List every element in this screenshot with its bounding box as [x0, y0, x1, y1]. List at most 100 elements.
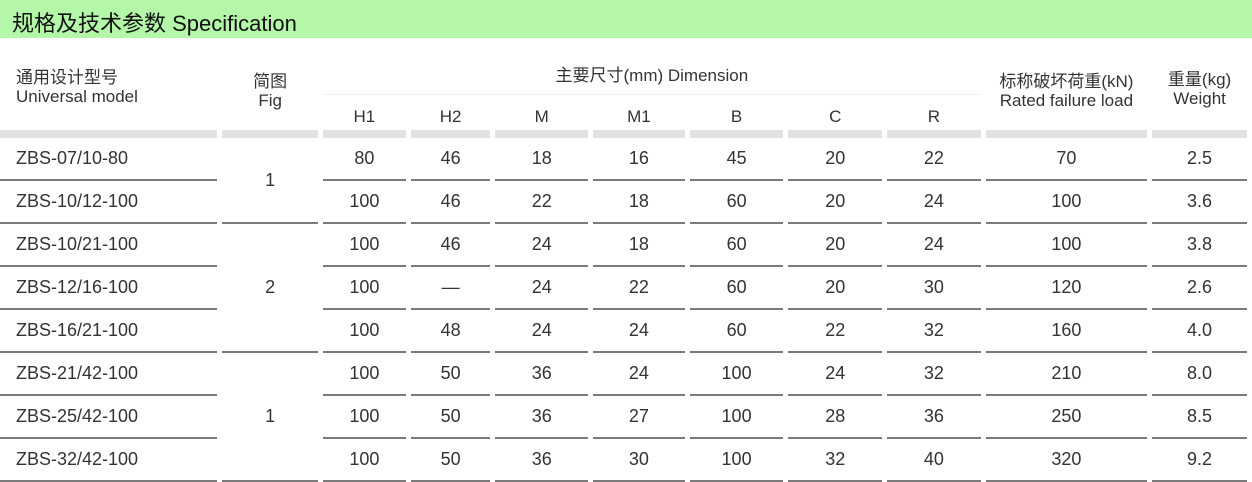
dimension-cell: 46: [410, 138, 491, 181]
dimension-cell: 50: [410, 439, 491, 482]
dimension-cell: 60: [689, 310, 784, 353]
header-dimension: 主要尺寸(mm) Dimension: [323, 56, 981, 95]
dimension-cell: 24: [887, 224, 981, 267]
header-fig: 简图 Fig: [222, 56, 318, 138]
model-cell: ZBS-21/42-100: [0, 353, 218, 396]
model-cell: ZBS-10/12-100: [0, 181, 218, 224]
dimension-cell: 20: [788, 181, 883, 224]
dimension-cell: 100: [689, 439, 784, 482]
dimension-cell: 32: [788, 439, 883, 482]
fig-cell: 1: [222, 353, 318, 482]
model-cell: ZBS-25/42-100: [0, 396, 218, 439]
header-load: 标称破坏荷重(kN) Rated failure load: [985, 56, 1148, 138]
dimension-cell: 24: [887, 181, 981, 224]
dimension-cell: 46: [410, 224, 491, 267]
dimension-cell: 20: [788, 138, 883, 181]
dimension-cell: 45: [689, 138, 784, 181]
dimension-cell: 18: [593, 181, 685, 224]
load-cell: 120: [985, 267, 1148, 310]
header-b: B: [689, 95, 784, 138]
dimension-cell: 30: [887, 267, 981, 310]
dimension-cell: 40: [887, 439, 981, 482]
dimension-cell: 100: [689, 353, 784, 396]
weight-cell: 2.6: [1152, 267, 1247, 310]
model-cell: ZBS-16/21-100: [0, 310, 218, 353]
fig-cell: 1: [222, 138, 318, 224]
dimension-cell: 32: [887, 353, 981, 396]
fig-cell: 2: [222, 224, 318, 353]
dimension-cell: 100: [323, 310, 406, 353]
dimension-cell: 16: [593, 138, 685, 181]
dimension-cell: 100: [323, 396, 406, 439]
dimension-cell: 24: [495, 267, 589, 310]
dimension-cell: 100: [689, 396, 784, 439]
weight-cell: 3.8: [1152, 224, 1247, 267]
dimension-cell: 22: [593, 267, 685, 310]
model-cell: ZBS-32/42-100: [0, 439, 218, 482]
table-row: ZBS-10/21-100 2 100 46 24 18 60 20 24 100 3.8: [0, 224, 1247, 353]
header-r: R: [887, 95, 981, 138]
weight-cell: 2.5: [1152, 138, 1247, 181]
dimension-cell: 36: [495, 396, 589, 439]
weight-cell: 9.2: [1152, 439, 1247, 482]
dimension-cell: 100: [323, 181, 406, 224]
dimension-cell: 100: [323, 353, 406, 396]
dimension-cell: 36: [887, 396, 981, 439]
dimension-cell: 24: [788, 353, 883, 396]
table-row: ZBS-10/12-100 100 46 22 18 60 20 24 100 3.6: [0, 181, 1247, 224]
dimension-cell: 60: [689, 267, 784, 310]
dimension-cell: 20: [788, 267, 883, 310]
dimension-cell: 24: [593, 353, 685, 396]
model-cell: ZBS-12/16-100: [0, 267, 218, 310]
dimension-cell: 20: [788, 224, 883, 267]
section-title: 规格及技术参数 Specification: [12, 11, 297, 36]
table-row: ZBS-25/42-100 100 50 36 27 100 28 36 250 8.5: [0, 396, 1247, 439]
table-row: ZBS-07/10-80 1 80 46 18 16 45 20 22 70 2.5: [0, 138, 1247, 224]
dimension-cell: 60: [689, 181, 784, 224]
weight-cell: 3.6: [1152, 181, 1247, 224]
dimension-cell: 100: [323, 267, 406, 310]
table-row: ZBS-21/42-100 1 100 50 36 24 100 24 32 210 8.0: [0, 353, 1247, 482]
load-cell: 210: [985, 353, 1148, 396]
dimension-cell: 18: [593, 224, 685, 267]
dimension-cell: 46: [410, 181, 491, 224]
model-cell: ZBS-10/21-100: [0, 224, 218, 267]
header-h1: H1: [323, 95, 406, 138]
dimension-cell: 80: [323, 138, 406, 181]
dimension-cell: 100: [323, 439, 406, 482]
model-cell: ZBS-07/10-80: [0, 138, 218, 181]
dimension-cell: 24: [593, 310, 685, 353]
dimension-cell: 60: [689, 224, 784, 267]
dimension-cell: 50: [410, 353, 491, 396]
dimension-cell: 22: [887, 138, 981, 181]
header-m: M: [495, 95, 589, 138]
dimension-cell: 24: [495, 310, 589, 353]
header-model: 通用设计型号 Universal model: [0, 56, 218, 138]
table-row: ZBS-12/16-100 100—24 22 60 20 30 120 2.6: [0, 267, 1247, 310]
load-cell: 320: [985, 439, 1148, 482]
header-h2: H2: [410, 95, 491, 138]
dimension-cell: 36: [495, 353, 589, 396]
table-row: ZBS-16/21-100 100 48 24 24 60 22 32 160 4.0: [0, 310, 1247, 353]
load-cell: 70: [985, 138, 1148, 181]
load-cell: 100: [985, 181, 1148, 224]
title-bar: 规格及技术参数 Specification: [0, 0, 1252, 38]
dimension-cell: 100: [323, 224, 406, 267]
dimension-cell: 22: [788, 310, 883, 353]
header-m1: M1: [593, 95, 685, 138]
weight-cell: 8.0: [1152, 353, 1247, 396]
dimension-cell: 32: [887, 310, 981, 353]
load-cell: 250: [985, 396, 1148, 439]
table-row: ZBS-32/42-100 100 50 36 30 100 32 40 320 9.2: [0, 439, 1247, 482]
dimension-cell: 28: [788, 396, 883, 439]
dimension-cell: 50: [410, 396, 491, 439]
load-cell: 160: [985, 310, 1148, 353]
dimension-cell: 36: [495, 439, 589, 482]
dimension-cell: 30: [593, 439, 685, 482]
dimension-cell: 22: [495, 181, 589, 224]
spec-table: 通用设计型号 Universal model 简图 Fig 主要尺寸(mm) Dim…: [0, 56, 1252, 482]
load-cell: 100: [985, 224, 1148, 267]
weight-cell: 4.0: [1152, 310, 1247, 353]
dimension-cell: 24: [495, 224, 589, 267]
header-weight: 重量(kg) Weight: [1152, 56, 1247, 138]
